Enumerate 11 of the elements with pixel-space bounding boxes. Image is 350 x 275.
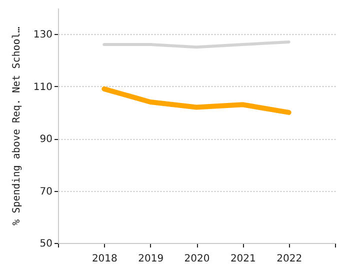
x-tick-label: 2018 [92, 254, 118, 264]
x-tick-label: 2019 [138, 254, 164, 264]
x-tick-label: 2021 [230, 254, 256, 264]
y-tick-label: 70 [40, 186, 52, 198]
y-tick-label: 50 [40, 238, 52, 250]
y-tick-label: 110 [33, 82, 52, 93]
y-axis-title: % Spending above Req. Net School… [11, 26, 22, 226]
x-tick-label: 2020 [184, 254, 210, 264]
y-tick-label: 90 [40, 134, 52, 146]
x-tick-label: 2022 [276, 254, 302, 264]
y-tick-label: 130 [33, 30, 52, 41]
